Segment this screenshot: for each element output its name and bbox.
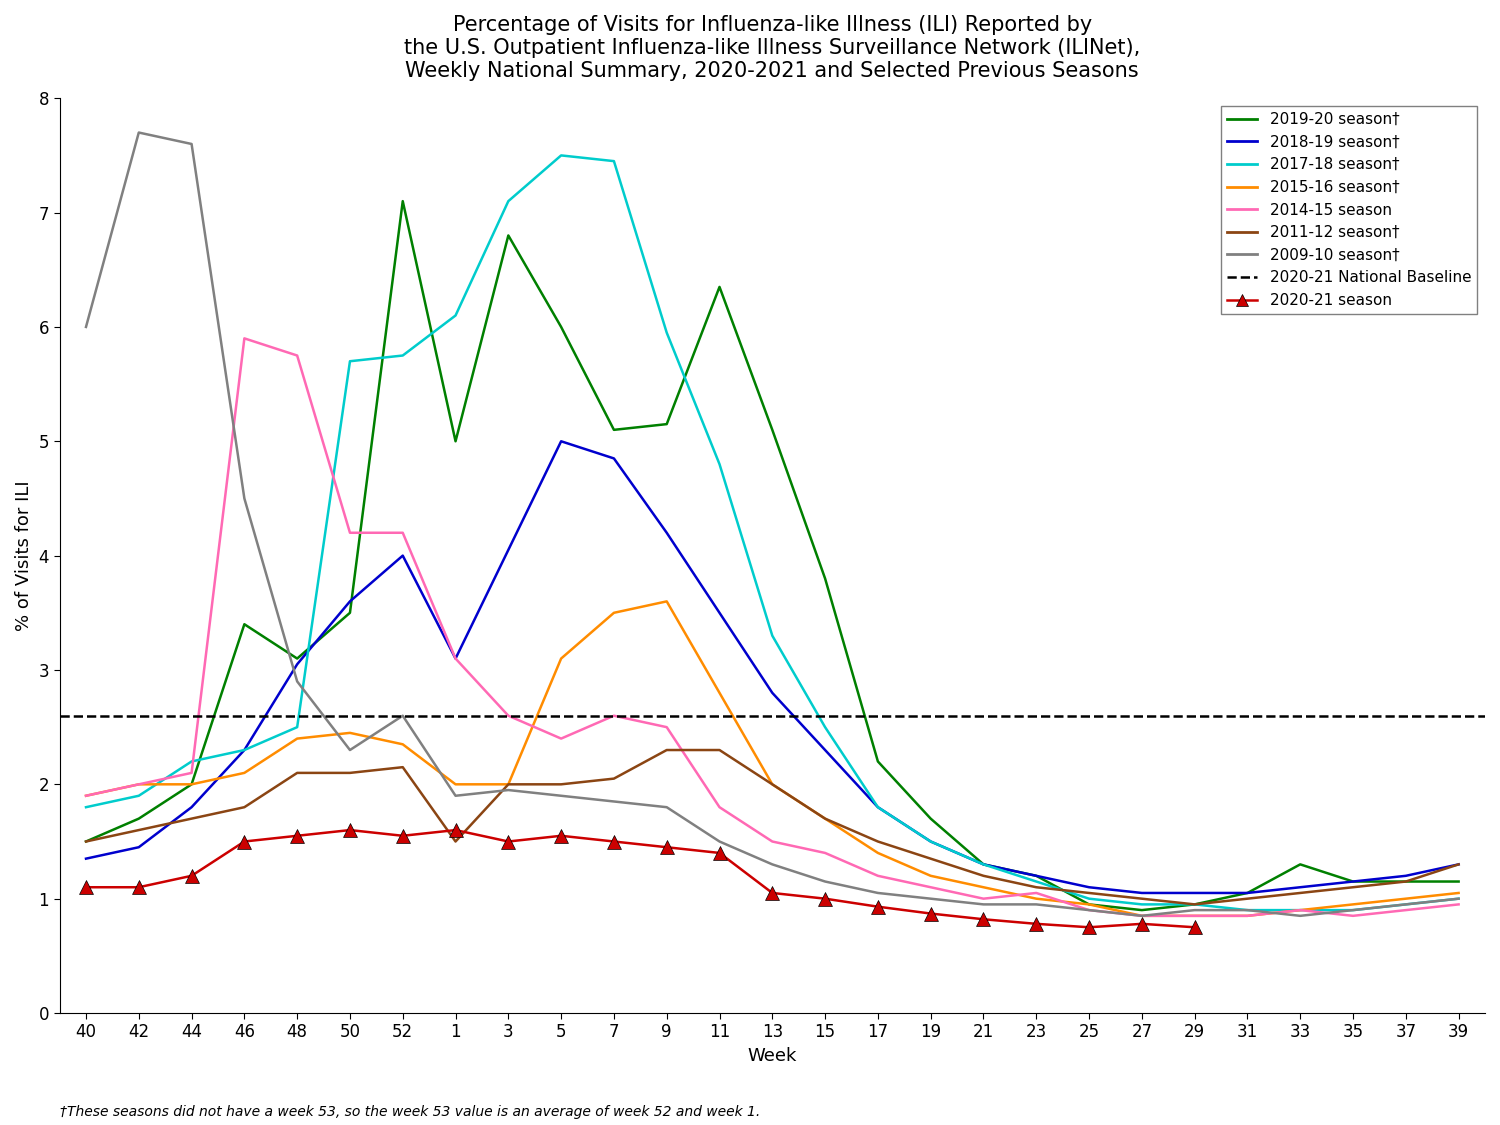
Point bbox=[549, 827, 573, 845]
Point bbox=[1130, 915, 1154, 933]
Point bbox=[74, 879, 98, 897]
Point bbox=[760, 884, 784, 902]
Point bbox=[602, 832, 625, 850]
Point bbox=[865, 898, 889, 916]
Point bbox=[708, 844, 732, 862]
Point bbox=[1024, 915, 1048, 933]
X-axis label: Week: Week bbox=[747, 1047, 796, 1065]
Title: Percentage of Visits for Influenza-like Illness (ILI) Reported by
the U.S. Outpa: Percentage of Visits for Influenza-like … bbox=[404, 15, 1140, 81]
Point bbox=[813, 890, 837, 908]
Point bbox=[654, 838, 678, 856]
Y-axis label: % of Visits for ILI: % of Visits for ILI bbox=[15, 480, 33, 631]
Point bbox=[128, 879, 152, 897]
Text: †These seasons did not have a week 53, so the week 53 value is an average of wee: †These seasons did not have a week 53, s… bbox=[60, 1106, 760, 1119]
Point bbox=[1077, 918, 1101, 936]
Point bbox=[1182, 918, 1206, 936]
Legend: 2019-20 season†, 2018-19 season†, 2017-18 season†, 2015-16 season†, 2014-15 seas: 2019-20 season†, 2018-19 season†, 2017-1… bbox=[1221, 106, 1478, 314]
Point bbox=[232, 832, 256, 850]
Point bbox=[496, 832, 520, 850]
Point bbox=[390, 827, 414, 845]
Point bbox=[972, 910, 996, 928]
Point bbox=[444, 821, 468, 839]
Point bbox=[285, 827, 309, 845]
Point bbox=[180, 866, 204, 884]
Point bbox=[338, 821, 362, 839]
Point bbox=[918, 904, 942, 922]
